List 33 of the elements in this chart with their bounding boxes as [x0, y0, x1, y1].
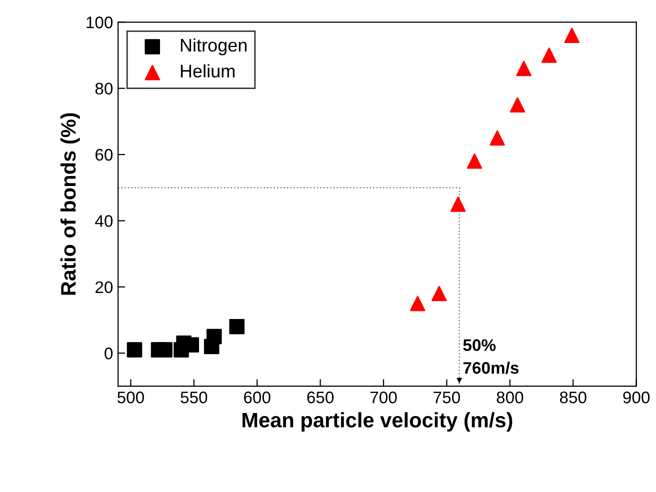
x-tick-label: 850	[560, 392, 586, 404]
point	[564, 28, 580, 44]
point	[516, 60, 532, 76]
y-tick-label: 100	[86, 16, 113, 28]
x-tick-label: 600	[244, 392, 270, 404]
point	[157, 342, 172, 358]
x-tick-label: 650	[307, 392, 334, 404]
x-tick-label: 750	[434, 392, 460, 404]
point	[126, 342, 142, 358]
legend-label: Helium	[180, 64, 234, 78]
x-axis-title: Mean particle velocity (m/s)	[242, 412, 512, 432]
point	[431, 286, 447, 302]
y-tick-label: 0	[104, 348, 113, 360]
y-tick-label: 60	[96, 148, 113, 161]
x-tick-label: 500	[117, 392, 144, 404]
x-tick-label: 700	[370, 392, 397, 404]
point	[466, 154, 482, 169]
y-tick-label: 40	[95, 215, 113, 227]
x-tick-label: 550	[180, 392, 208, 404]
point	[510, 97, 526, 113]
point	[229, 319, 245, 334]
point	[541, 48, 557, 63]
point	[490, 130, 505, 146]
y-axis-title: Ratio of bonds (%)	[60, 113, 80, 295]
y-tick-label: 20	[96, 281, 113, 294]
legend-label: Nitrogen	[180, 38, 247, 56]
annotation: 50% 760m/s	[463, 339, 519, 374]
x-tick-label: 800	[496, 392, 524, 404]
y-tick-label: 80	[95, 82, 113, 95]
point	[206, 328, 222, 344]
x-tick-label: 900	[623, 392, 650, 404]
point	[450, 196, 466, 212]
point	[410, 296, 426, 312]
